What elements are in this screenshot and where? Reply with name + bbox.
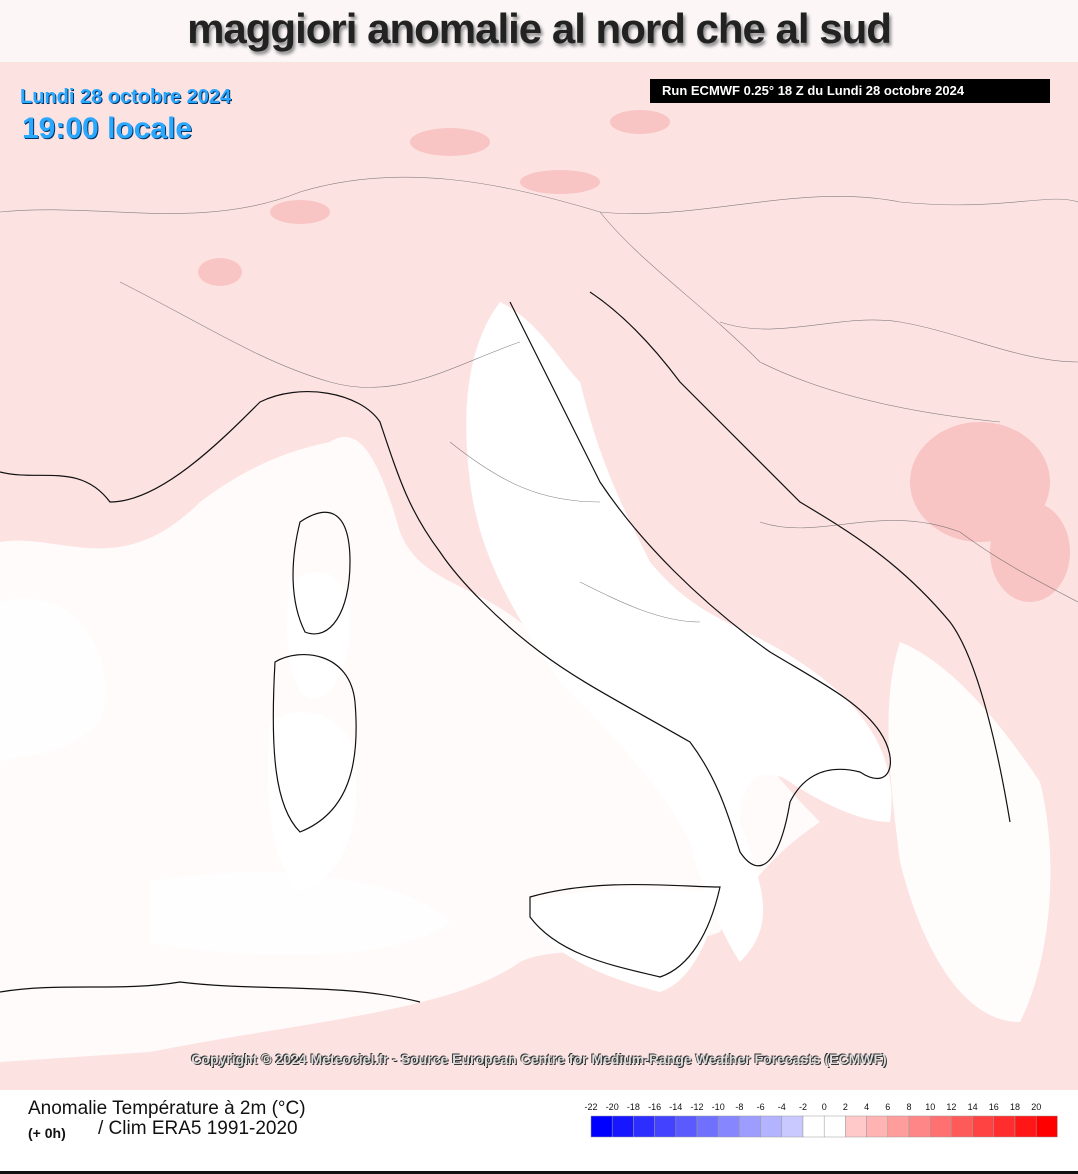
scale-label: 18 — [1010, 1102, 1020, 1112]
scale-label: -4 — [778, 1102, 786, 1112]
scale-box — [951, 1115, 973, 1138]
run-info: Run ECMWF 0.25° 18 Z du Lundi 28 octobre… — [650, 79, 1050, 103]
scale-label: -8 — [735, 1102, 743, 1112]
map-date: Lundi 28 octobre 2024 — [20, 86, 232, 108]
scale-label: -2 — [799, 1102, 807, 1112]
scale-box — [887, 1115, 910, 1138]
scale-box — [611, 1115, 634, 1138]
title: maggiori anomalie al nord che al sud — [0, 0, 1078, 62]
scale-label: -6 — [757, 1102, 765, 1112]
scale-box — [929, 1115, 952, 1138]
scale-label: 14 — [968, 1102, 978, 1112]
scale-label: -14 — [669, 1102, 682, 1112]
scale-label: 2 — [843, 1102, 848, 1112]
legend-step: (+ 0h) — [28, 1125, 66, 1141]
scale-label: 10 — [925, 1102, 935, 1112]
map-time: 19:00 locale — [22, 112, 193, 145]
copyright: Copyright © 2024 Meteociel.fr - Source E… — [191, 1051, 887, 1067]
scale-box — [696, 1115, 719, 1138]
scale-box — [993, 1115, 1016, 1138]
scale-label: 20 — [1031, 1102, 1041, 1112]
scale-box — [908, 1115, 931, 1138]
scale-box — [866, 1115, 889, 1138]
scale-box — [760, 1115, 783, 1138]
scale-box — [823, 1115, 846, 1138]
scale-label: -16 — [648, 1102, 661, 1112]
scale-label: -10 — [712, 1102, 725, 1112]
scale-label: -20 — [606, 1102, 619, 1112]
scale-label: 16 — [989, 1102, 999, 1112]
legend-title: Anomalie Température à 2m (°C) — [28, 1098, 306, 1119]
scale-box — [781, 1115, 804, 1138]
scale-label: 4 — [864, 1102, 869, 1112]
scale-box — [739, 1115, 761, 1138]
scale-label: -18 — [627, 1102, 640, 1112]
scale-box — [654, 1115, 677, 1138]
scale-box — [633, 1115, 655, 1138]
scale-label: 0 — [822, 1102, 827, 1112]
scale-box — [845, 1115, 867, 1138]
scale-label: 6 — [885, 1102, 890, 1112]
legend-clim: / Clim ERA5 1991-2020 — [98, 1118, 298, 1139]
scale-box — [590, 1115, 613, 1138]
scale-box — [1035, 1115, 1058, 1138]
scale-box — [1014, 1115, 1037, 1138]
scale-label: 12 — [946, 1102, 956, 1112]
scale-box — [972, 1115, 995, 1138]
scale-box — [802, 1115, 825, 1138]
scale-box — [717, 1115, 740, 1138]
legend: Anomalie Température à 2m (°C) (+ 0h) / … — [0, 1090, 1078, 1174]
scale-label: -12 — [690, 1102, 703, 1112]
color-scale: -22 -20 -18 -16 -14 -12 -10 -8 -6 -4 -2 0 2 4 6 8 10 12 14… — [584, 1102, 1058, 1138]
scale-label: -22 — [584, 1102, 597, 1112]
scale-label: 8 — [906, 1102, 911, 1112]
map — [0, 62, 1078, 1090]
scale-box — [675, 1115, 698, 1138]
